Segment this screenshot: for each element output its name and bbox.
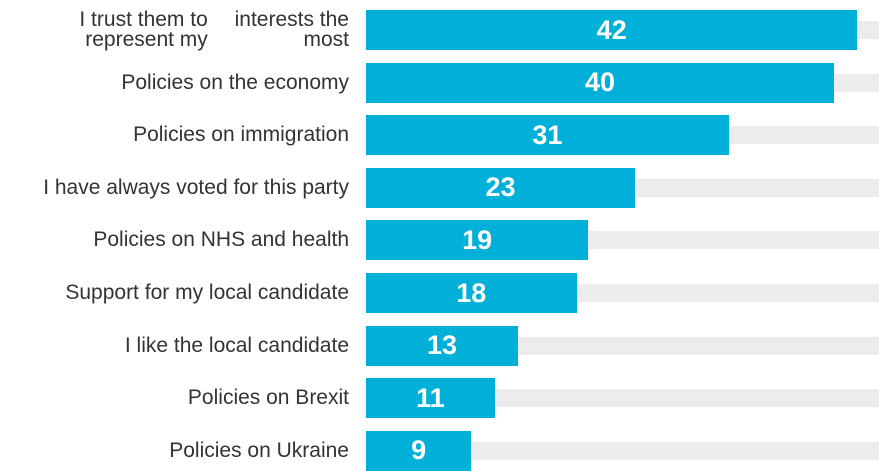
bar-value-label: 19: [462, 224, 493, 255]
category-label: Policies on the economy: [121, 70, 349, 94]
bar-row: I trust them to represent my interests th…: [0, 8, 879, 51]
bar: [366, 115, 729, 156]
bar-row: Policies on NHS and health 19: [0, 220, 879, 261]
bar-track: [366, 441, 879, 460]
bar-row: Policies on Brexit 11: [0, 378, 879, 419]
bar-row: I have always voted for this party 23: [0, 167, 879, 208]
bar-value-label: 11: [416, 382, 445, 413]
bar-row: Policies on immigration 31: [0, 115, 879, 156]
bar: [366, 220, 589, 261]
bar: [366, 10, 858, 50]
bar-row: I like the local candidate 13: [0, 325, 879, 366]
bar: [366, 167, 636, 208]
bar-value-label: 31: [532, 119, 563, 150]
bar-row: Policies on Ukraine 9: [0, 430, 879, 471]
category-label: Policies on Ukraine: [169, 438, 349, 462]
bar-value-label: 13: [427, 330, 458, 361]
category-label: I have always voted for this party: [43, 175, 349, 199]
category-label: Policies on immigration: [133, 123, 349, 147]
category-label: Policies on Brexit: [187, 386, 349, 410]
bar: [366, 273, 577, 313]
category-label: I trust them to represent my interests th…: [79, 8, 349, 51]
bar-value-label: 23: [485, 172, 516, 203]
bar: [366, 430, 472, 471]
bar: [366, 62, 834, 103]
bar-value-label: 42: [596, 14, 627, 45]
bar-row: Support for my local candidate 18: [0, 273, 879, 313]
category-label: I like the local candidate: [124, 333, 349, 357]
category-label: Policies on NHS and health: [93, 228, 349, 252]
bar-value-label: 18: [456, 277, 487, 308]
bar-value-label: 40: [584, 67, 616, 98]
bar-row: Policies on the economy 40: [0, 62, 879, 103]
bar: [366, 378, 495, 419]
bar-value-label: 9: [411, 435, 427, 466]
category-label: Support for my local candidate: [65, 281, 349, 304]
bar: [366, 325, 519, 366]
